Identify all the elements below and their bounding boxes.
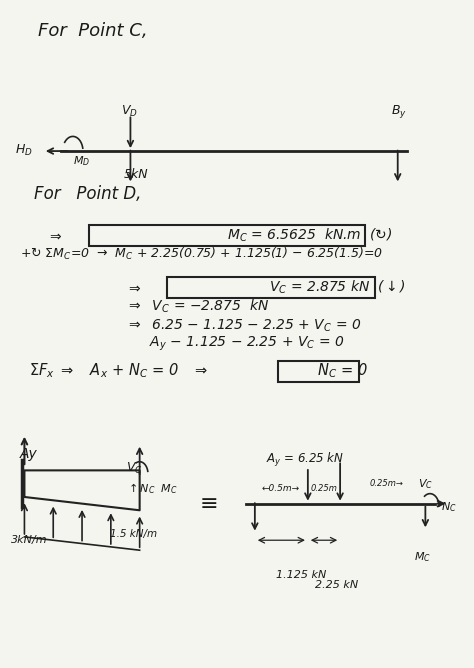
- Text: 3kN/m: 3kN/m: [10, 535, 47, 545]
- Text: V$_C$: V$_C$: [126, 461, 143, 476]
- Text: $\Sigma$F$_x$ $\Rightarrow$   A$_x$ + N$_C$ = 0   $\Rightarrow$: $\Sigma$F$_x$ $\Rightarrow$ A$_x$ + N$_C…: [29, 361, 208, 380]
- Text: 2.25 kN: 2.25 kN: [315, 580, 358, 591]
- Text: A$_y$ − 1.125 − 2.25 + V$_C$ = 0: A$_y$ − 1.125 − 2.25 + V$_C$ = 0: [149, 335, 344, 353]
- Text: N$_C$ = 0: N$_C$ = 0: [317, 361, 368, 380]
- Text: 5kN: 5kN: [124, 168, 148, 181]
- Text: For   Point D,: For Point D,: [34, 185, 141, 203]
- Text: V$_C$: V$_C$: [419, 477, 434, 490]
- Text: V$_C$ = 2.875 kN  ($\downarrow$): V$_C$ = 2.875 kN ($\downarrow$): [269, 279, 405, 296]
- Text: 1.125 kN: 1.125 kN: [275, 570, 326, 580]
- Text: M$_C$ = 6.5625  kN.m  (↻): M$_C$ = 6.5625 kN.m (↻): [227, 227, 392, 244]
- Text: $\Rightarrow$  V$_C$ = −2.875  kN: $\Rightarrow$ V$_C$ = −2.875 kN: [126, 298, 269, 315]
- Text: N$_C$: N$_C$: [441, 500, 457, 514]
- Bar: [89, 225, 365, 246]
- Text: 0.25m→: 0.25m→: [370, 479, 404, 488]
- Bar: [167, 277, 374, 298]
- Text: $\Rightarrow$  6.25 − 1.125 − 2.25 + V$_C$ = 0: $\Rightarrow$ 6.25 − 1.125 − 2.25 + V$_C…: [126, 317, 361, 333]
- Text: ←0.5m→: ←0.5m→: [262, 484, 300, 493]
- Text: Ay: Ay: [20, 447, 37, 461]
- Text: M$_D$: M$_D$: [73, 154, 90, 168]
- Text: 0.25m: 0.25m: [310, 484, 337, 493]
- Text: H$_D$: H$_D$: [15, 143, 33, 158]
- Text: M$_C$: M$_C$: [414, 550, 431, 564]
- Text: $\Rightarrow$: $\Rightarrow$: [47, 228, 63, 242]
- Text: V$_D$: V$_D$: [121, 104, 138, 119]
- Text: ≡: ≡: [200, 494, 218, 514]
- Text: A$_y$ = 6.25 kN: A$_y$ = 6.25 kN: [266, 452, 345, 470]
- Text: +↻ $\Sigma$M$_C$=0  →  M$_C$ + 2.25(0.75) + 1.125(1) − 6.25(1.5)=0: +↻ $\Sigma$M$_C$=0 → M$_C$ + 2.25(0.75) …: [20, 246, 383, 263]
- Text: $\uparrow$N$_C$  M$_C$: $\uparrow$N$_C$ M$_C$: [126, 481, 178, 496]
- Bar: [278, 361, 358, 382]
- Text: For  Point C,: For Point C,: [38, 22, 148, 40]
- Text: $\Rightarrow$: $\Rightarrow$: [126, 281, 141, 295]
- Text: B$_y$: B$_y$: [391, 103, 407, 120]
- Text: 1.5 kN/m: 1.5 kN/m: [109, 528, 157, 538]
